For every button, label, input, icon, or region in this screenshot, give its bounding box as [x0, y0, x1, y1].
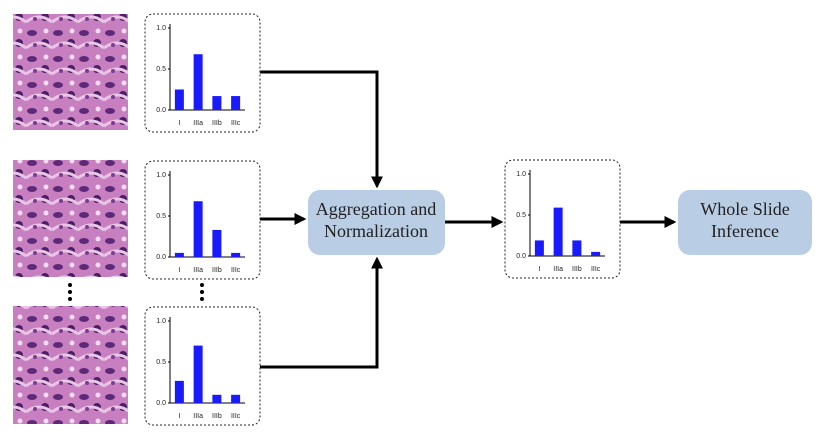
bar [231, 96, 241, 110]
bar [591, 251, 601, 256]
aggregation-node [308, 190, 445, 255]
bar [174, 89, 184, 110]
bar [572, 240, 582, 256]
x-tick-label: IIIc [231, 120, 241, 127]
x-tick-label: IIIa [193, 120, 203, 127]
node-label: Whole Slide [700, 199, 789, 219]
x-tick-label: IIIa [193, 267, 203, 274]
y-tick-label: 0.5 [156, 359, 166, 366]
y-tick-label: 0.5 [156, 213, 166, 220]
y-tick-label: 0.5 [516, 212, 526, 219]
y-tick-label: 0.0 [516, 253, 526, 260]
y-tick-label: 1.0 [156, 172, 166, 179]
bar [212, 394, 222, 403]
x-tick-label: I [178, 267, 180, 274]
x-tick-label: IIIb [212, 413, 222, 420]
x-tick-label: IIIa [193, 413, 203, 420]
node-label: Normalization [324, 221, 428, 241]
tissue-tile [13, 306, 128, 424]
inference-node [678, 190, 812, 255]
bar [174, 380, 184, 403]
x-tick-label: IIIc [231, 267, 241, 274]
node-label: Inference [711, 221, 779, 241]
x-tick-label: IIIb [572, 266, 582, 273]
bar [212, 96, 222, 110]
x-tick-label: IIIa [553, 266, 563, 273]
x-tick-label: IIIc [591, 266, 601, 273]
x-tick-label: IIIb [212, 267, 222, 274]
ellipsis [68, 283, 204, 301]
tissue-tile [13, 160, 128, 277]
y-tick-label: 0.5 [156, 66, 166, 73]
node-label: Aggregation and [316, 199, 436, 219]
bar [212, 229, 222, 257]
x-tick-label: I [178, 413, 180, 420]
bar [231, 252, 241, 257]
bar [174, 252, 184, 257]
bar [193, 201, 203, 257]
bar [193, 345, 203, 403]
bar [534, 240, 544, 256]
bar [553, 207, 563, 256]
y-tick-label: 1.0 [156, 318, 166, 325]
x-tick-label: IIIb [212, 120, 222, 127]
y-tick-label: 0.0 [156, 400, 166, 407]
bar [193, 54, 203, 110]
y-tick-label: 0.0 [156, 254, 166, 261]
x-tick-label: I [178, 120, 180, 127]
bar [231, 394, 241, 403]
y-tick-label: 0.0 [156, 107, 166, 114]
tissue-tile [13, 14, 128, 130]
x-tick-label: IIIc [231, 413, 241, 420]
y-tick-label: 1.0 [516, 171, 526, 178]
x-tick-label: I [538, 266, 540, 273]
arrows [260, 70, 677, 369]
y-tick-label: 1.0 [156, 25, 166, 32]
